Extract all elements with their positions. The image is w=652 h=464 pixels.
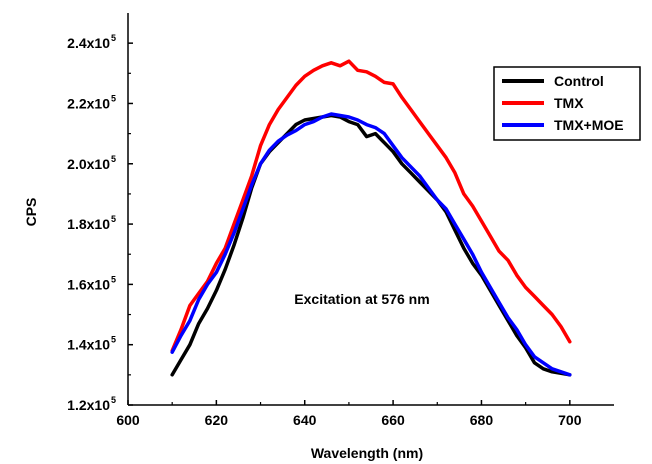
legend: Control TMX TMX+MOE	[493, 66, 641, 141]
x-tick-label: 620	[205, 412, 229, 428]
axes-layer	[127, 13, 614, 406]
y-tick-label: 1.4x10	[67, 337, 110, 353]
series-layer	[170, 59, 572, 377]
x-tick-label: 640	[293, 412, 317, 428]
series-line-tmx	[170, 59, 572, 353]
y-tick-label: 2.2x10	[67, 95, 110, 111]
legend-label-control: Control	[554, 73, 604, 89]
y-tick-label-exponent: 5	[111, 33, 116, 43]
series-line-tmx-moe	[170, 112, 572, 377]
x-tick-label: 680	[470, 412, 494, 428]
legend-label-tmx: TMX	[554, 95, 584, 111]
x-tick-label: 660	[381, 412, 405, 428]
y-tick-label-exponent: 5	[111, 274, 116, 284]
x-axis-title: Wavelength (nm)	[311, 445, 423, 461]
y-tick-label: 2.4x10	[67, 35, 110, 51]
y-tick-label: 1.2x10	[67, 397, 110, 413]
y-tick-label-exponent: 5	[111, 214, 116, 224]
y-tick-label: 2.0x10	[67, 156, 110, 172]
y-tick-label-exponent: 5	[111, 154, 116, 164]
x-tick-label: 600	[116, 412, 140, 428]
y-tick-label: 1.6x10	[67, 276, 110, 292]
y-tick-label-exponent: 5	[111, 93, 116, 103]
legend-label-tmx-moe: TMX+MOE	[554, 117, 624, 133]
chart-annotation: Excitation at 576 nm	[294, 291, 429, 307]
y-tick-label: 1.8x10	[67, 216, 110, 232]
y-tick-label-exponent: 5	[111, 335, 116, 345]
y-tick-label-exponent: 5	[111, 395, 116, 405]
x-tick-label: 700	[558, 412, 582, 428]
y-axis-title: CPS	[23, 198, 39, 227]
